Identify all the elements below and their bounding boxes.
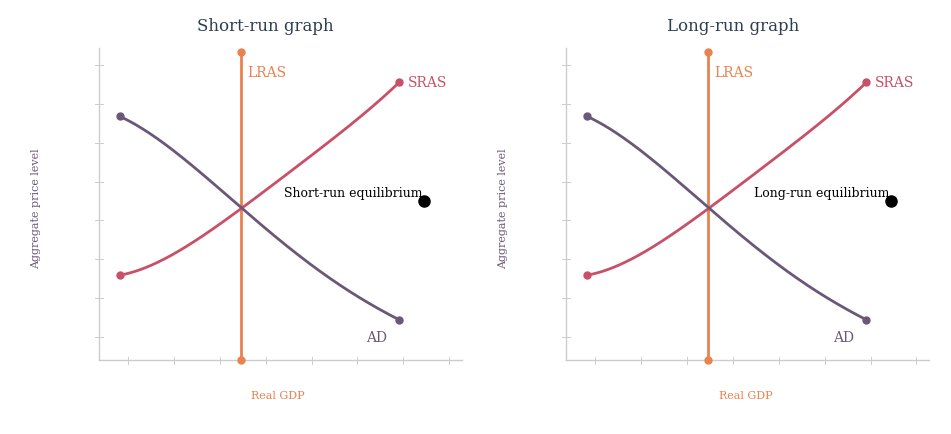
Text: LRAS: LRAS bbox=[247, 66, 286, 80]
Text: Aggregate price level: Aggregate price level bbox=[31, 148, 41, 269]
Title: Long-run graph: Long-run graph bbox=[667, 18, 799, 35]
Text: Long-run equilibrium: Long-run equilibrium bbox=[754, 187, 889, 200]
Text: SRAS: SRAS bbox=[875, 76, 914, 90]
Text: AD: AD bbox=[366, 330, 387, 344]
Text: AD: AD bbox=[833, 330, 854, 344]
Text: Short-run equilibrium: Short-run equilibrium bbox=[283, 187, 422, 200]
Text: SRAS: SRAS bbox=[407, 76, 447, 90]
Text: Real GDP: Real GDP bbox=[719, 390, 772, 400]
Text: LRAS: LRAS bbox=[714, 66, 753, 80]
Title: Short-run graph: Short-run graph bbox=[198, 18, 334, 35]
Text: Real GDP: Real GDP bbox=[251, 390, 305, 400]
Text: Aggregate price level: Aggregate price level bbox=[498, 148, 509, 269]
